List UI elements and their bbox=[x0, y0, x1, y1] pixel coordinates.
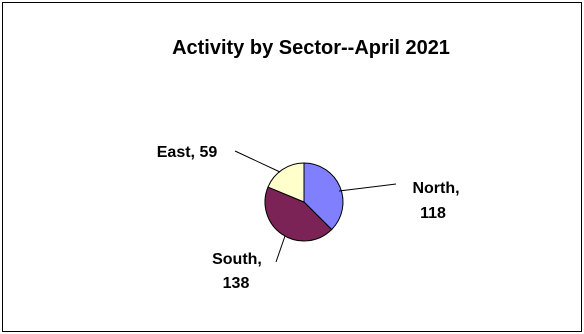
leader-line-north bbox=[338, 183, 397, 192]
data-label-south-line2: 138 bbox=[223, 275, 250, 292]
pie-slice-east bbox=[267, 162, 305, 203]
data-label-north-line2: 118 bbox=[420, 205, 446, 222]
data-label-north-line1: North, bbox=[412, 180, 459, 197]
data-label-south: South, 138 bbox=[212, 251, 262, 292]
pie-slice-north bbox=[303, 162, 344, 231]
leader-line-east bbox=[234, 150, 281, 173]
chart-title: Activity by Sector--April 2021 bbox=[172, 37, 450, 59]
data-label-east: East, 59 bbox=[157, 144, 218, 161]
data-label-east-line1: East, 59 bbox=[157, 144, 218, 161]
data-label-north: North, 118 bbox=[412, 180, 459, 222]
pie-slice-south bbox=[264, 186, 333, 242]
pie-slices bbox=[264, 162, 344, 242]
data-label-south-line1: South, bbox=[212, 251, 262, 268]
leader-line-south bbox=[275, 235, 286, 263]
